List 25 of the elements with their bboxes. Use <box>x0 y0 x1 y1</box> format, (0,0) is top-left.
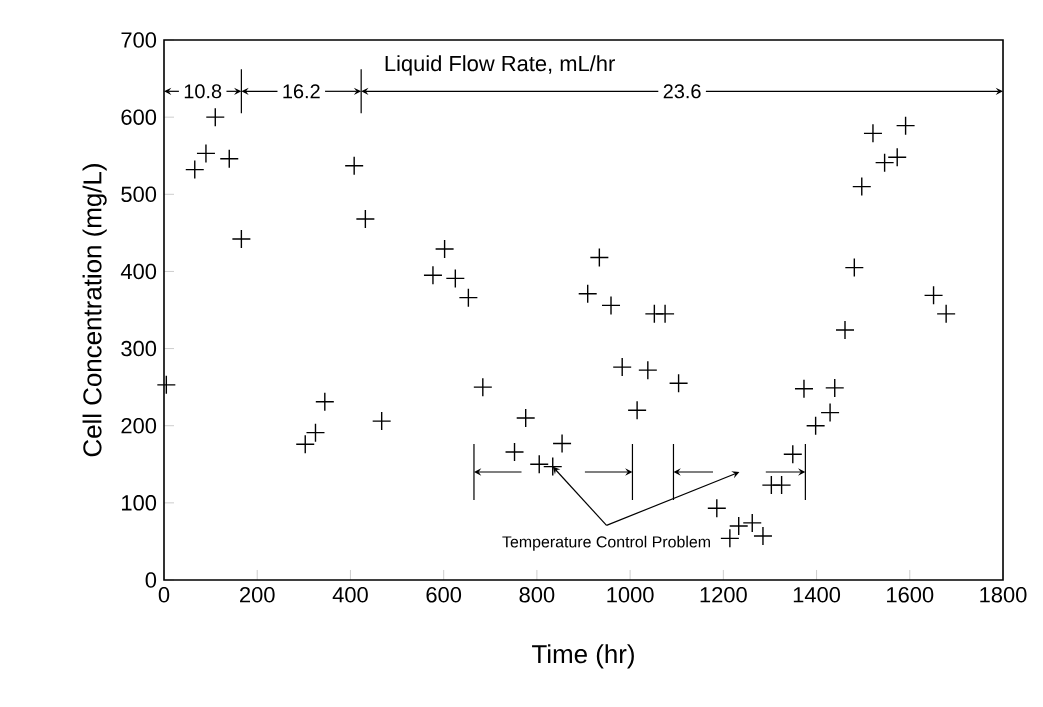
x-axis-title: Time (hr) <box>532 644 634 669</box>
x-tick-label: 1800 <box>980 587 1027 603</box>
annotation: 23.6 <box>663 84 701 99</box>
y-tick-label: 300 <box>121 340 157 357</box>
x-tick-label: 600 <box>426 587 462 603</box>
x-tick-label: 0 <box>158 587 170 603</box>
x-tick-label: 1400 <box>793 587 841 603</box>
x-tick-label: 1600 <box>887 587 934 603</box>
x-tick-label: 800 <box>519 587 555 603</box>
y-tick-label: 700 <box>121 32 157 48</box>
annotation: 16.2 <box>283 84 320 99</box>
annotation: 10.8 <box>184 84 222 99</box>
y-tick-label: 200 <box>121 417 157 434</box>
y-tick-label: 400 <box>120 263 157 280</box>
y-tick-label: 0 <box>145 572 157 588</box>
y-tick-label: 100 <box>122 495 157 511</box>
x-tick-label: 400 <box>332 587 368 603</box>
x-tick-label: 1200 <box>700 587 747 603</box>
y-axis-title: Cell Concentration (mg/L) <box>82 164 107 457</box>
y-tick-label: 600 <box>121 109 157 125</box>
annotation: Temperature Control Problem <box>502 535 710 551</box>
annotation: Liquid Flow Rate, mL/hr <box>385 55 615 76</box>
y-tick-label: 500 <box>121 186 157 203</box>
x-tick-label: 1000 <box>607 587 654 603</box>
x-tick-label: 200 <box>240 587 275 603</box>
